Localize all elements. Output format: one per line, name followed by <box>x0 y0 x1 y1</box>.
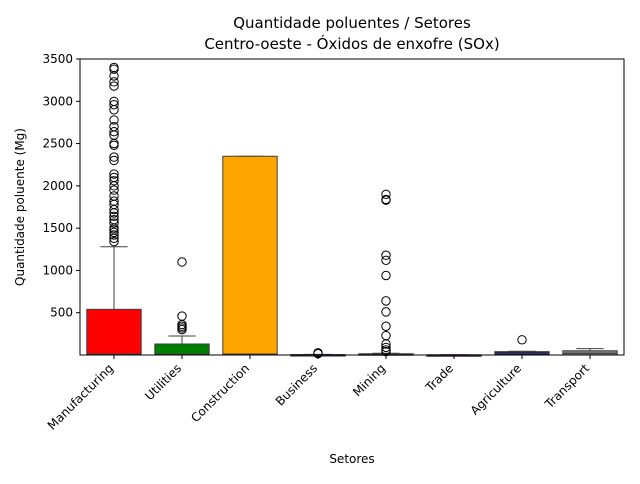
x-tick-label: Manufacturing <box>45 361 116 432</box>
outlier-point <box>109 211 119 222</box>
outlier-point <box>109 169 119 179</box>
box-agriculture <box>494 335 550 356</box>
outlier-point <box>177 311 187 321</box>
y-axis-label: Quantidade poluente (Mg) <box>13 128 27 286</box>
x-tick-label: Construction <box>188 361 252 425</box>
box-mining <box>358 189 414 357</box>
outlier-point <box>109 77 119 87</box>
outlier-point <box>109 121 119 132</box>
box-body <box>154 343 210 356</box>
x-tick-label: Trade <box>422 361 456 395</box>
box-transport <box>562 348 618 356</box>
outlier-point <box>109 152 119 162</box>
y-tick-label: 3000 <box>42 94 73 108</box>
y-tick-label: 2500 <box>42 137 73 151</box>
outlier-point <box>109 127 119 137</box>
outlier-point <box>381 255 391 265</box>
x-tick-label: Agriculture <box>468 361 525 418</box>
outlier-point <box>109 196 119 206</box>
box-construction <box>222 155 278 356</box>
outlier-point <box>109 81 119 91</box>
outlier-point <box>109 105 119 115</box>
box-utilities <box>154 257 210 356</box>
outlier-point <box>109 214 119 225</box>
outlier-point <box>109 62 119 73</box>
y-tick-label: 2000 <box>42 179 73 193</box>
outlier-point <box>109 218 119 228</box>
outlier-point <box>381 250 391 260</box>
y-tick-label: 1000 <box>42 263 73 277</box>
outlier-point <box>381 330 391 341</box>
outlier-point <box>109 172 119 183</box>
outlier-point <box>109 99 119 110</box>
outlier-point <box>109 230 119 240</box>
box-body <box>222 155 278 356</box>
plot-area <box>86 62 618 359</box>
x-tick-label: Transport <box>542 361 593 412</box>
outlier-point <box>381 270 391 281</box>
outlier-point <box>109 236 119 247</box>
outlier-point <box>109 191 119 201</box>
outlier-point <box>381 342 391 353</box>
outlier-point <box>109 155 119 166</box>
outlier-point <box>381 194 391 205</box>
outlier-point <box>381 345 391 355</box>
outlier-point <box>109 96 119 106</box>
outlier-point <box>177 257 187 267</box>
y-tick-label: 500 <box>50 306 73 320</box>
box-manufacturing <box>86 62 142 356</box>
chart-title: Quantidade poluentes / Setores <box>233 14 471 32</box>
outlier-point <box>381 307 391 317</box>
x-axis: Manufacturing Utilities Construction Busine… <box>45 355 593 433</box>
outlier-point <box>381 296 391 306</box>
outlier-point <box>109 185 119 195</box>
plot-frame <box>79 58 625 356</box>
x-tick-label: Business <box>273 361 320 408</box>
outlier-point <box>109 176 119 186</box>
outlier-point <box>109 115 119 125</box>
x-tick-label: Mining <box>350 361 388 399</box>
y-tick-label: 1500 <box>42 221 73 235</box>
x-axis-label: Setores <box>329 452 374 466</box>
outlier-point <box>381 189 391 200</box>
x-tick-label: Utilities <box>142 361 184 403</box>
outlier-point <box>517 335 527 345</box>
box-body <box>86 308 142 356</box>
y-axis: 500 1000 1500 2000 2500 3000 3500 <box>42 52 80 320</box>
chart-subtitle: Centro-oeste - Óxidos de enxofre (SOx) <box>204 34 499 53</box>
outlier-point <box>381 321 391 331</box>
outlier-point <box>109 227 119 238</box>
y-tick-label: 3500 <box>42 52 73 66</box>
